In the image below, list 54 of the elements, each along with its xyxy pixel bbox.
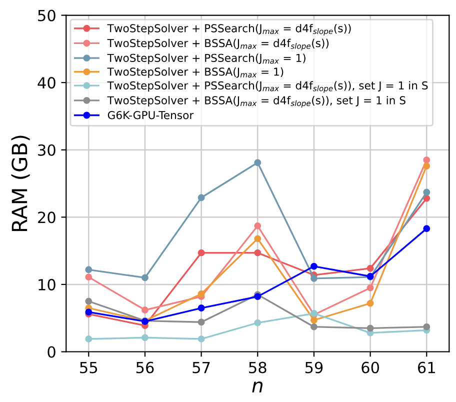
point bbox=[254, 249, 262, 256]
point bbox=[423, 188, 430, 196]
y-tick-label: 10 bbox=[38, 278, 56, 290]
point bbox=[366, 264, 374, 272]
point bbox=[142, 274, 148, 282]
x-tick-label: 59 bbox=[305, 362, 323, 374]
x-tick-label: 58 bbox=[249, 362, 266, 374]
point bbox=[198, 290, 205, 298]
point bbox=[254, 319, 262, 326]
point bbox=[366, 300, 374, 307]
point bbox=[423, 194, 430, 202]
y-tick-label: 40 bbox=[38, 77, 56, 89]
point bbox=[198, 335, 205, 342]
point bbox=[142, 334, 148, 342]
x-tick-label: 55 bbox=[80, 362, 98, 374]
point bbox=[198, 318, 205, 326]
x-tick-label: 57 bbox=[192, 362, 210, 374]
legend-label: G6K-GPU-Tensor bbox=[108, 111, 194, 120]
y-tick-label: 50 bbox=[38, 10, 56, 22]
legend-label: TwoStepSolver + BSSA(J$_{max}$ = d4f$_{slope}$(s)), set J = 1 in S bbox=[107, 96, 406, 108]
point bbox=[310, 316, 318, 324]
x-tick-label: 61 bbox=[418, 362, 435, 374]
point bbox=[85, 335, 92, 342]
x-axis-title: n bbox=[252, 382, 262, 392]
legend-label: TwoStepSolver + BSSA(J$_{max}$ = d4f$_{slope}$(s)) bbox=[107, 38, 329, 50]
legend-label: TwoStepSolver + PSSearch(J$_{max}$ = d4f$_{slope}$(s)), set J = 1 in S bbox=[107, 81, 428, 93]
point bbox=[198, 194, 205, 202]
point bbox=[423, 225, 430, 232]
point bbox=[142, 306, 148, 314]
point bbox=[423, 162, 430, 170]
x-tick-label: 60 bbox=[362, 362, 380, 374]
point bbox=[366, 324, 374, 332]
y-axis-title: RAM (GB) bbox=[11, 136, 30, 232]
point bbox=[310, 274, 318, 282]
point bbox=[254, 159, 262, 166]
point bbox=[85, 298, 92, 305]
legend-label: TwoStepSolver + PSSearch(J$_{max}$ = 1) bbox=[107, 54, 306, 64]
point bbox=[198, 304, 205, 312]
point bbox=[198, 249, 205, 256]
point bbox=[85, 266, 92, 274]
point bbox=[366, 284, 374, 292]
point bbox=[85, 274, 92, 281]
y-tick-label: 20 bbox=[38, 212, 56, 224]
point bbox=[254, 235, 262, 242]
y-tick-label: 0 bbox=[48, 346, 56, 358]
point bbox=[310, 323, 318, 330]
point bbox=[254, 222, 262, 230]
point bbox=[423, 323, 430, 330]
y-tick-label: 30 bbox=[38, 144, 56, 156]
legend-label: TwoStepSolver + BSSA(J$_{max}$ = 1) bbox=[107, 67, 284, 78]
x-tick-label: 56 bbox=[136, 362, 154, 374]
legend-label: TwoStepSolver + PSSearch(J$_{max}$ = d4f$_{slope}$(s)) bbox=[107, 24, 351, 36]
point bbox=[310, 262, 318, 270]
point bbox=[423, 156, 430, 164]
